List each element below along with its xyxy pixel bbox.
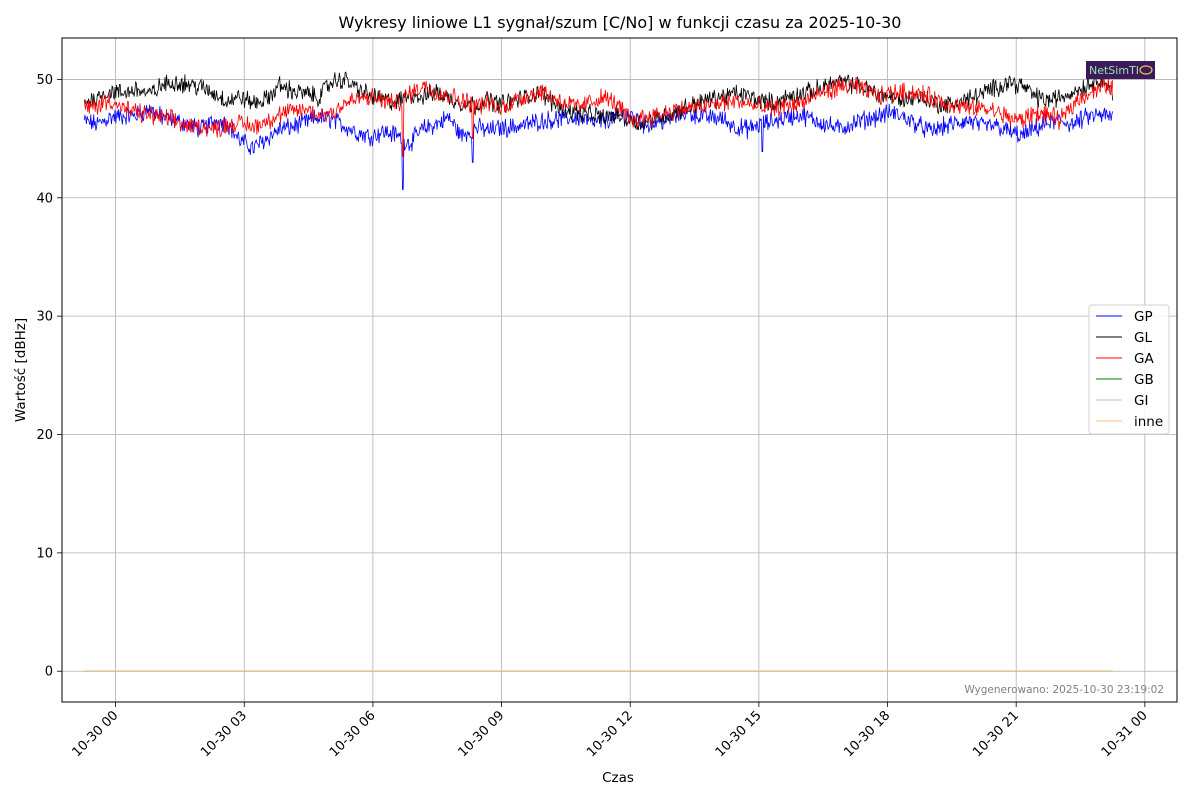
logo-orbit-icon: [1139, 65, 1153, 75]
legend-label-ga: GA: [1134, 351, 1154, 367]
y-tick-label: 40: [36, 191, 53, 206]
x-axis-title: Czas: [602, 770, 634, 786]
series-line-gl: [83, 70, 1114, 131]
netsim-logo: NetSimTI: [1086, 61, 1155, 79]
legend-label-gi: GI: [1134, 393, 1148, 409]
y-tick-label: 30: [36, 310, 53, 325]
series-lines: [83, 70, 1114, 672]
legend-label-gl: GL: [1134, 330, 1152, 346]
y-tick-label: 10: [36, 546, 53, 561]
generated-timestamp: Wygenerowano: 2025-10-30 23:19:02: [964, 684, 1164, 696]
legend-label-inne: inne: [1134, 414, 1163, 430]
series-line-ga: [83, 78, 1114, 157]
legend-label-gp: GP: [1134, 309, 1153, 325]
logo-background: [1086, 61, 1155, 79]
legend: GP GL GA GB GI inne: [1088, 304, 1170, 435]
chart-title: Wykresy liniowe L1 sygnał/szum [C/No] w …: [339, 13, 902, 32]
y-axis-ticks: 0 10 20 30 40 50: [36, 73, 62, 680]
y-tick-label: 20: [36, 428, 53, 443]
y-tick-label: 50: [36, 73, 53, 88]
y-tick-label: 0: [45, 665, 53, 680]
plot-frame: [61, 37, 1178, 703]
logo-text: NetSimTI: [1089, 64, 1139, 77]
series-line-gp: [83, 102, 1114, 190]
y-axis-title: Wartość [dBHz]: [13, 318, 29, 422]
legend-label-gb: GB: [1134, 372, 1154, 388]
